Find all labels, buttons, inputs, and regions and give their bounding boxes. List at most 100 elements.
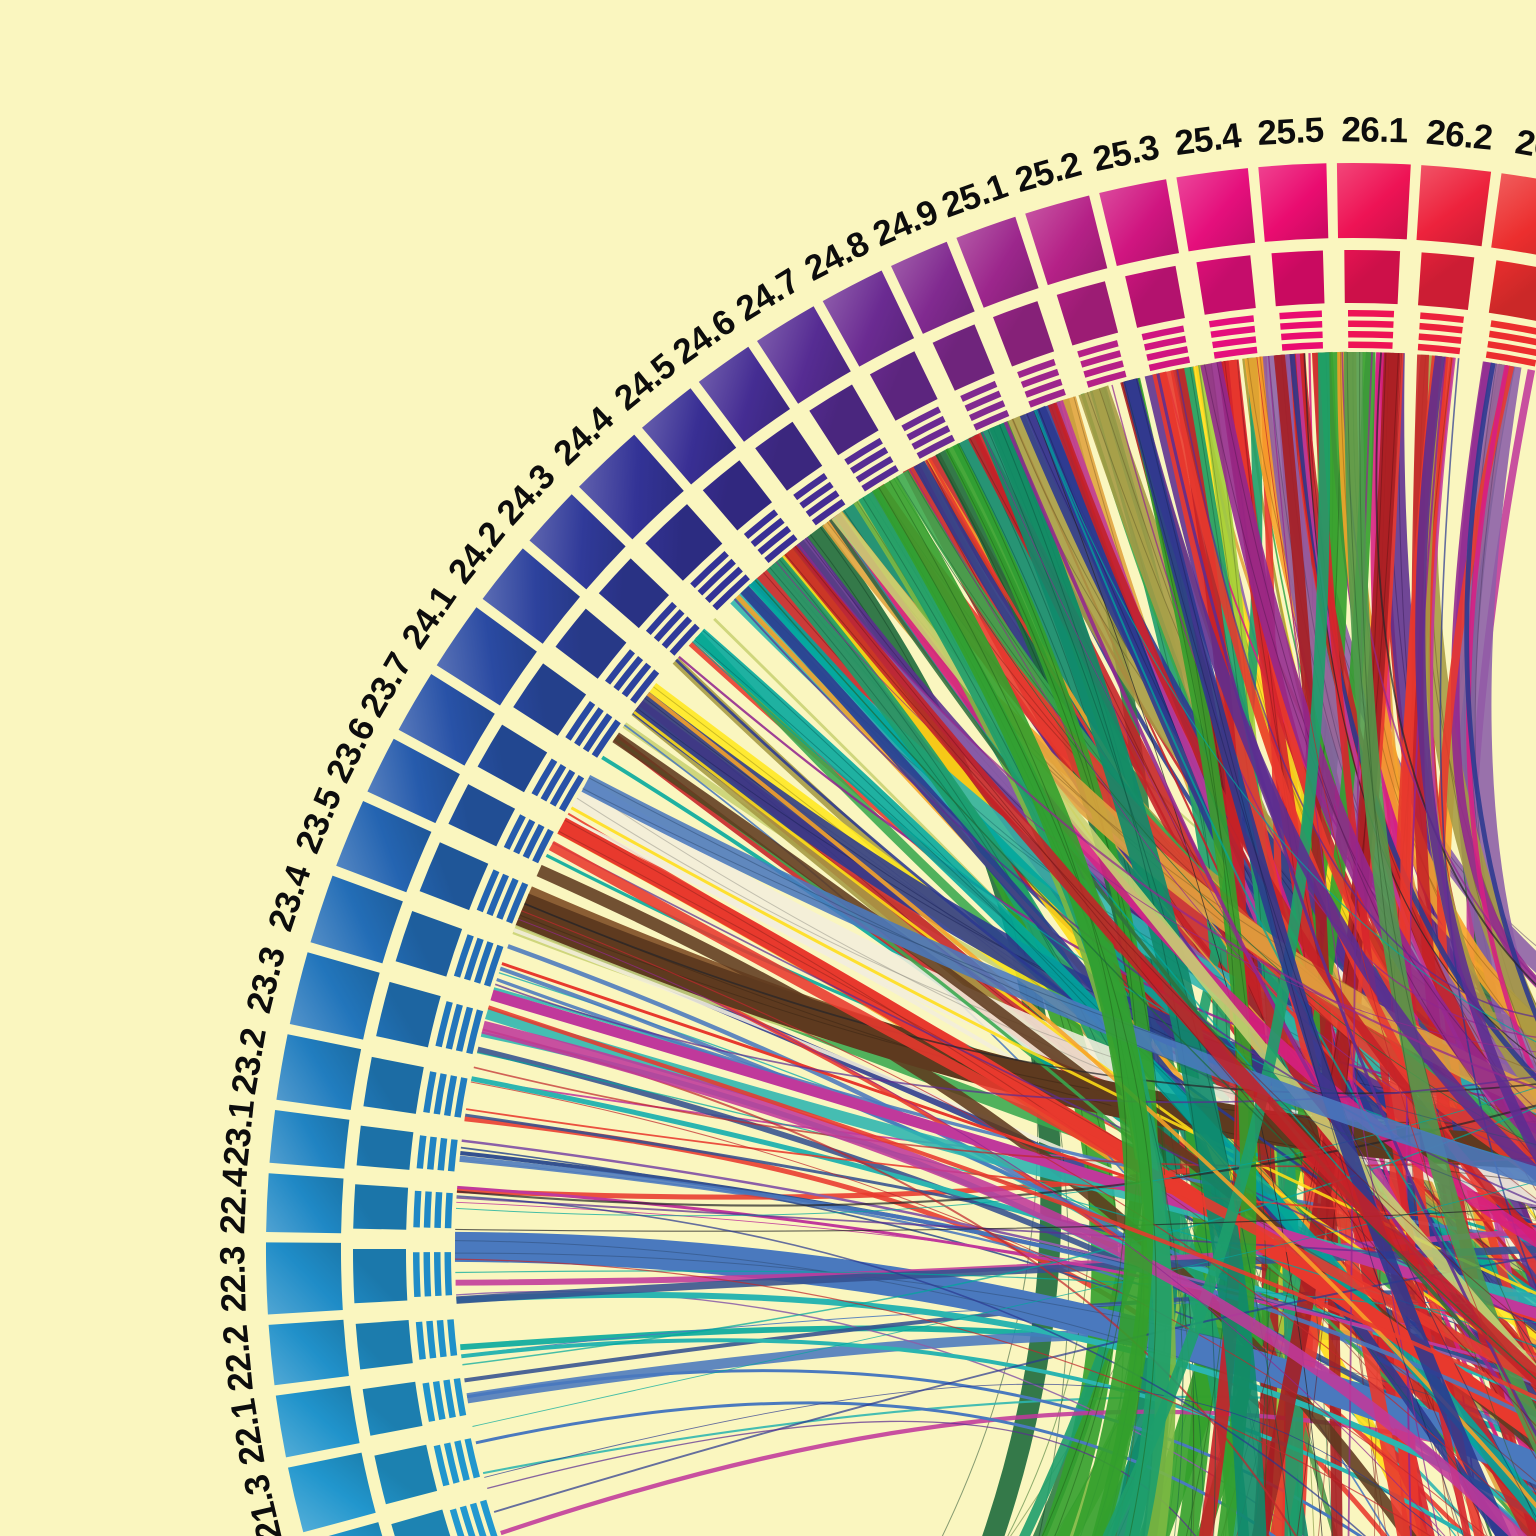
- segment-block-middle: [374, 1444, 438, 1505]
- ribbon: [1200, 361, 1536, 1148]
- segment-block-outer: [1336, 162, 1411, 240]
- segment-dash: [435, 1001, 453, 1048]
- segment-dash: [503, 814, 526, 850]
- segment-block-middle: [1488, 260, 1536, 321]
- segment-dash: [506, 882, 529, 924]
- ribbon: [1164, 371, 1536, 1089]
- segment-block-middle: [419, 842, 489, 911]
- segment-dash: [591, 719, 621, 758]
- ribbon-texture-line: [564, 819, 1536, 1483]
- segment-dash: [855, 456, 894, 483]
- segment-dash: [532, 828, 554, 864]
- segment-dash: [1083, 360, 1124, 378]
- segment-dash: [1077, 340, 1119, 358]
- segment-dash: [1144, 335, 1187, 351]
- segment-dash: [669, 623, 700, 656]
- ribbon: [1465, 364, 1536, 1085]
- ribbon-texture-line: [998, 424, 1216, 1536]
- segment-label: 26.1: [1341, 110, 1408, 150]
- segment-block-outer: [328, 1522, 383, 1536]
- segment-block-middle: [1196, 255, 1256, 315]
- segment-dash: [1212, 336, 1257, 349]
- ribbon: [1003, 421, 1536, 1438]
- segment-block-outer: [579, 434, 684, 540]
- segment-block-middle: [355, 1320, 413, 1370]
- segment-block-middle: [869, 351, 938, 421]
- ribbon-texture-line: [1346, 351, 1536, 1364]
- segment-block-outer: [268, 1319, 349, 1386]
- segment-dash: [1419, 322, 1463, 334]
- segment-dash: [443, 1442, 460, 1484]
- segment-dash: [423, 1191, 432, 1228]
- segment-dash: [661, 616, 693, 649]
- segment-block-outer: [822, 270, 915, 367]
- segment-dash: [799, 481, 834, 509]
- segment-dash: [1280, 321, 1323, 330]
- green-cross-ribbon: [980, 421, 1267, 1536]
- ribbon-texture-line: [867, 493, 1536, 1134]
- hairline-ribbon: [797, 543, 1536, 1089]
- hairline-ribbon: [454, 1258, 1432, 1536]
- segment-dash: [433, 1444, 450, 1487]
- segment-block-middle: [356, 1125, 414, 1170]
- segment-dash: [433, 1073, 447, 1115]
- segment-dash: [805, 490, 840, 517]
- hairline-ribbon: [482, 1028, 1298, 1536]
- segment-block-middle: [702, 460, 772, 531]
- segment-block-middle: [598, 558, 669, 629]
- ribbon-layer: [454, 351, 1536, 1536]
- segment-dash: [466, 1009, 484, 1055]
- green-cross-ribbon: [1102, 352, 1331, 1536]
- ribbon: [1464, 362, 1536, 1022]
- segment-dash: [793, 473, 828, 501]
- segment-dash: [455, 1006, 474, 1052]
- segment-dash: [1279, 310, 1322, 320]
- ribbon: [692, 628, 1536, 1523]
- ribbon-texture-line: [454, 1252, 1536, 1430]
- segment-dash: [480, 1499, 498, 1536]
- segment-block-middle: [1056, 281, 1119, 346]
- segment-dash: [522, 824, 545, 859]
- segment-dash: [469, 1502, 487, 1536]
- hairline-ribbon: [1033, 410, 1323, 1536]
- segment-dash: [850, 447, 889, 474]
- segment-dash: [459, 1505, 476, 1536]
- segment-dash: [1028, 388, 1066, 408]
- segment-dash: [447, 1139, 458, 1172]
- ribbon-texture-line: [794, 545, 1536, 1427]
- segment-dash: [444, 1192, 453, 1229]
- segment-block-middle: [395, 911, 463, 977]
- segment-dash: [445, 1003, 463, 1050]
- ribbon: [1453, 361, 1536, 1115]
- ribbon-texture-line: [784, 553, 1536, 1335]
- ribbon: [1156, 373, 1536, 1437]
- hairline-ribbon: [1375, 352, 1536, 986]
- segment-dash: [916, 434, 955, 459]
- segment-dash: [436, 1320, 447, 1358]
- segment-block-outer: [336, 801, 432, 893]
- segment-block-middle: [352, 1249, 408, 1304]
- segment-block-outer: [529, 494, 626, 590]
- featured-ribbon: [456, 1291, 1536, 1520]
- segment-dash: [427, 1136, 437, 1170]
- segment-dash: [844, 437, 883, 465]
- ribbon-texture-line: [980, 432, 1488, 1536]
- segment-dash: [697, 558, 736, 596]
- segment-dash: [454, 1077, 468, 1118]
- segment-block-outer: [642, 388, 737, 485]
- segment-block-middle: [1125, 265, 1185, 328]
- segment-dash: [453, 934, 474, 978]
- segment-dash: [474, 941, 494, 984]
- segment-dash: [1024, 378, 1063, 398]
- segment-dash: [416, 1135, 427, 1169]
- segment-dash: [1417, 343, 1461, 355]
- segment-dash: [426, 1320, 437, 1359]
- segment-block-middle: [1418, 252, 1475, 310]
- segment-dash: [645, 601, 677, 635]
- segment-dash: [1141, 325, 1185, 341]
- segment-label: 23.1: [216, 1098, 262, 1168]
- segment-label: 26.3: [1512, 122, 1536, 172]
- segment-block-middle: [1344, 249, 1401, 305]
- hairline-ribbon: [518, 918, 1446, 1536]
- segment-block-middle: [353, 1184, 409, 1230]
